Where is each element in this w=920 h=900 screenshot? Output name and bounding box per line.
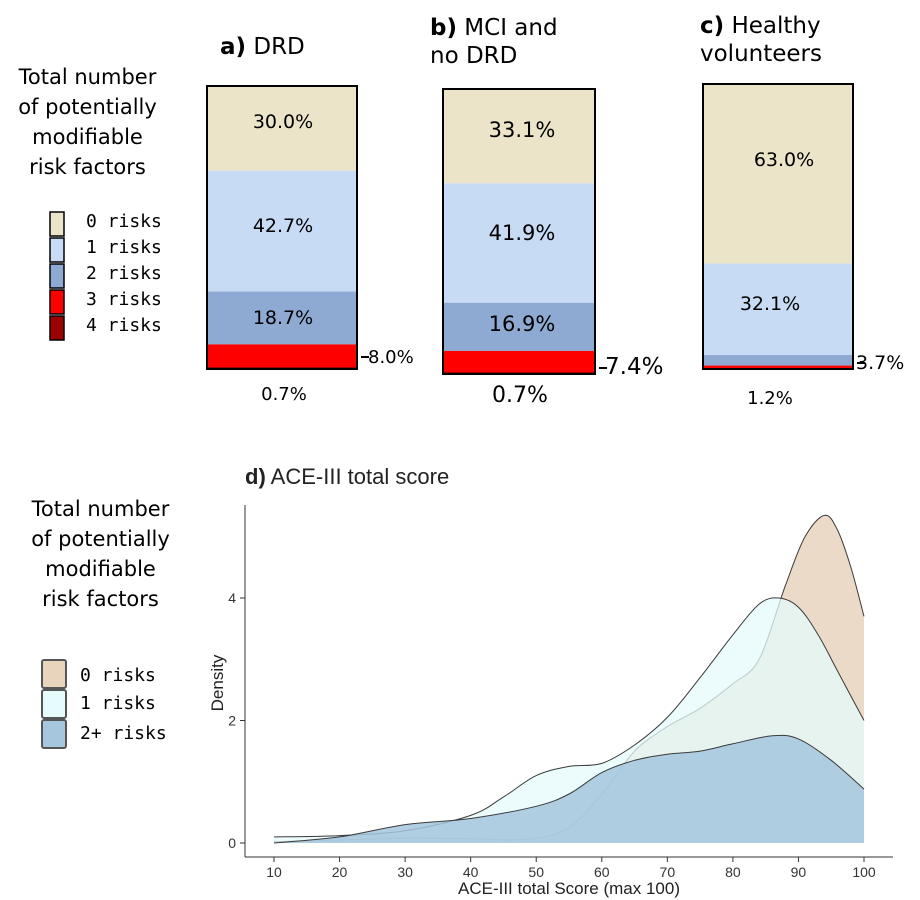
x-tick-label: 10 xyxy=(266,864,282,880)
x-tick-label: 90 xyxy=(791,864,807,880)
bar-side-label: 3.7% xyxy=(856,352,904,374)
bar-bottom-label: 0.7% xyxy=(261,384,307,405)
bar-segment-3-risks xyxy=(207,344,357,368)
bar-segment-1-risks xyxy=(207,170,357,292)
bottom-legend-swatch xyxy=(41,719,67,749)
top-legend-label: 1 risks xyxy=(86,237,162,258)
x-tick-label: 20 xyxy=(332,864,348,880)
bar-value-label: 32.1% xyxy=(740,293,800,315)
bar-segment-2-risks xyxy=(443,302,595,351)
bar-segment-2-risks xyxy=(207,291,357,345)
top-legend-label: 4 risks xyxy=(86,315,162,336)
top-legend-swatch xyxy=(49,263,65,289)
bar-segment-1-risks xyxy=(443,183,595,303)
bottom-legend-label: 1 risks xyxy=(80,693,156,714)
bar-outline xyxy=(702,83,854,370)
bar-value-label: 33.1% xyxy=(489,118,556,142)
top-legend-label: 2 risks xyxy=(86,263,162,284)
y-axis-label: Density xyxy=(208,654,227,711)
bar-value-label: 41.9% xyxy=(489,221,556,245)
x-tick-label: 80 xyxy=(725,864,741,880)
x-tick-label: 30 xyxy=(397,864,413,880)
bar-bottom-label: 1.2% xyxy=(747,388,793,409)
panel-b-letter: b) xyxy=(430,15,457,41)
x-tick-label: 70 xyxy=(660,864,676,880)
density-area-2-risks xyxy=(274,735,864,843)
top-legend-swatch xyxy=(49,211,65,237)
panel-a-title: a) DRD xyxy=(200,33,340,61)
bar-segment-3-risks xyxy=(703,365,853,369)
bar-segment-3-risks xyxy=(443,350,595,373)
x-tick-label: 40 xyxy=(463,864,479,880)
y-tick-label: 4 xyxy=(228,590,236,606)
bottom-legend-item-2: 2+ risks xyxy=(80,722,167,746)
panel-d-title: d) ACE-III total score xyxy=(245,464,449,490)
bottom-legend-swatch xyxy=(41,659,67,689)
top-legend-swatch xyxy=(49,237,65,263)
density-line-2-risks xyxy=(273,734,865,844)
x-tick-label: 100 xyxy=(852,864,876,880)
panel-d-name: ACE-III total score xyxy=(270,464,450,489)
bar-segment-0-risks xyxy=(703,84,853,264)
bar-side-label: 7.4% xyxy=(605,354,663,380)
panel-d-letter: d) xyxy=(245,464,266,489)
panel-c-name: Healthy volunteers xyxy=(700,13,822,67)
top-legend-swatch xyxy=(49,289,65,315)
bottom-legend-label: 0 risks xyxy=(80,665,156,686)
bar-outline xyxy=(206,85,358,370)
bottom-legend-swatch xyxy=(41,689,67,719)
panel-b-title: b) MCI and no DRD xyxy=(430,14,610,70)
bar-value-label: 18.7% xyxy=(253,307,313,329)
panel-a-letter: a) xyxy=(220,34,247,60)
x-axis-label: ACE-III total Score (max 100) xyxy=(458,879,680,898)
bottom-legend-label: 2+ risks xyxy=(80,723,167,744)
bar-value-label: 30.0% xyxy=(253,111,313,133)
bottom-legend-title: Total number of potentially modifiable r… xyxy=(31,497,170,611)
x-tick-label: 50 xyxy=(528,864,544,880)
bar-value-label: 63.0% xyxy=(754,149,814,171)
bar-value-label: 42.7% xyxy=(253,215,313,237)
top-legend-label: 3 risks xyxy=(86,289,162,310)
bottom-legend-item-1: 1 risks xyxy=(80,692,156,716)
bar-segment-0-risks xyxy=(443,89,595,184)
bar-segment-0-risks xyxy=(207,86,357,171)
y-tick-label: 2 xyxy=(228,713,236,729)
panel-b-name: MCI and no DRD xyxy=(430,15,558,69)
bar-outline xyxy=(442,88,596,375)
bar-value-label: 16.9% xyxy=(489,312,556,336)
bottom-legend-item-0: 0 risks xyxy=(80,664,156,688)
bar-side-label: 8.0% xyxy=(368,347,414,368)
x-tick-label: 60 xyxy=(594,864,610,880)
panel-c-letter: c) xyxy=(700,13,725,39)
bar-bottom-label: 0.7% xyxy=(492,383,548,408)
bar-segment-1-risks xyxy=(703,263,853,356)
panel-a-name: DRD xyxy=(253,34,305,60)
top-legend-title: Total number of potentially modifiable r… xyxy=(18,65,157,179)
bar-segment-2-risks xyxy=(703,355,853,366)
y-tick-label: 0 xyxy=(228,835,236,851)
top-legend-swatch xyxy=(49,315,65,341)
panel-c-title: c) Healthy volunteers xyxy=(700,12,870,68)
top-legend-label: 0 risks xyxy=(86,211,162,232)
